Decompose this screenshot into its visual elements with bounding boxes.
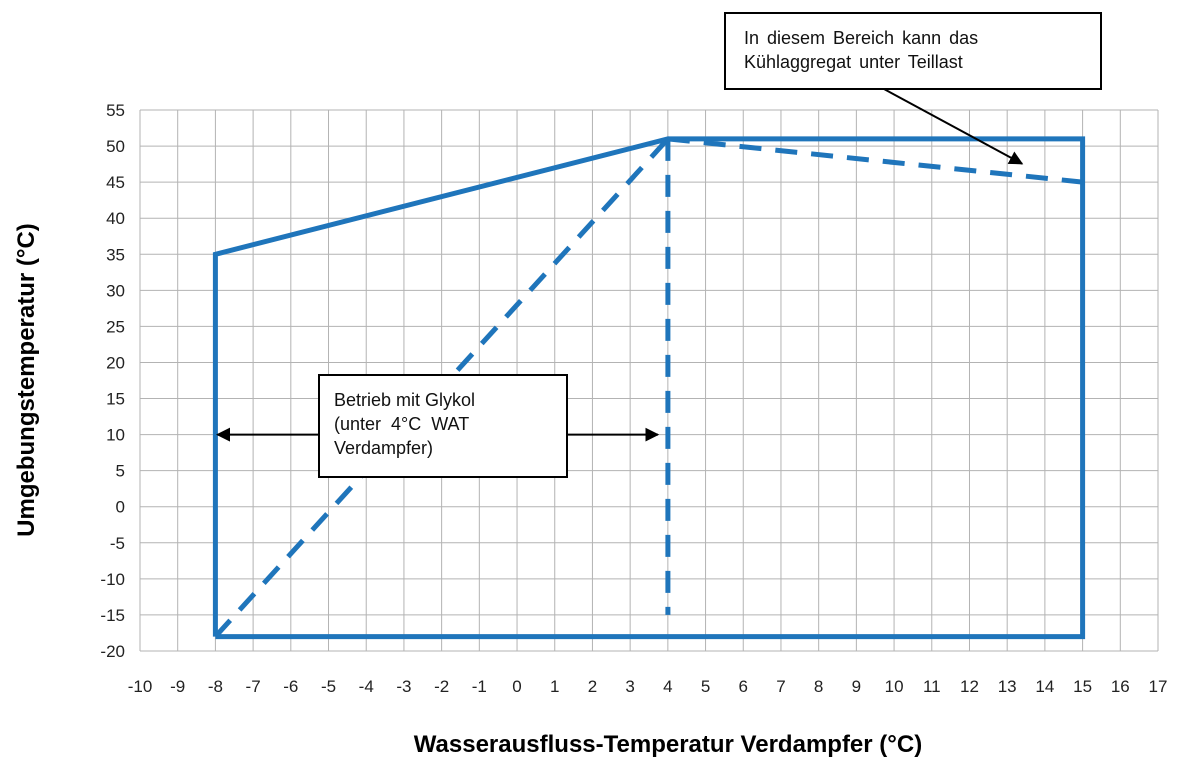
y-tick-label: 30	[106, 281, 125, 300]
annotation-teillast-line-1: In diesem Bereich kann das	[744, 28, 979, 48]
grid	[139, 109, 1159, 652]
x-tick-label: 11	[923, 677, 941, 696]
x-tick-label: -7	[246, 677, 261, 696]
x-tick-label: 15	[1073, 677, 1092, 696]
x-tick-label: 12	[960, 677, 979, 696]
x-tick-label: -8	[208, 677, 223, 696]
y-tick-label: 20	[106, 353, 125, 372]
x-tick-label: 2	[588, 677, 597, 696]
x-tick-label: 9	[852, 677, 861, 696]
y-tick-label: 35	[106, 245, 125, 264]
x-axis-title: Wasserausfluss-Temperatur Verdampfer (°C…	[414, 731, 922, 758]
x-tick-label: -4	[359, 677, 374, 696]
x-tick-label: 0	[512, 677, 521, 696]
x-tick-label: 5	[701, 677, 710, 696]
y-tick-label: 55	[106, 101, 125, 120]
x-tick-label: 7	[776, 677, 785, 696]
y-tick-label: 25	[106, 317, 125, 336]
x-tick-label: -5	[321, 677, 336, 696]
x-tick-label: 10	[885, 677, 904, 696]
x-tick-label: -10	[128, 677, 153, 696]
annotation-glykol: Betrieb mit Glykol (unter 4°C WAT Verdam…	[318, 374, 568, 478]
annotation-glykol-line-2: (unter 4°C WAT	[334, 414, 470, 434]
x-tick-label: 1	[550, 677, 559, 696]
x-tick-label: -2	[434, 677, 449, 696]
annotation-teillast-arrow	[883, 88, 1024, 165]
x-tick-label: 17	[1149, 677, 1168, 696]
x-tick-label: 8	[814, 677, 823, 696]
annotation-arrows	[216, 88, 1024, 442]
annotation-glykol-line-3: Verdampfer)	[334, 438, 434, 458]
x-axis-ticks: -10 -9 -8 -7 -6 -5 -4 -3 -2 -1 0 1 2 3 4 5 6 7 8 9 10 11 12 13 1…	[128, 677, 1168, 696]
y-tick-label: 45	[106, 173, 125, 192]
x-tick-label: 13	[998, 677, 1017, 696]
y-tick-label: 5	[116, 462, 125, 481]
x-tick-label: 3	[625, 677, 634, 696]
annotation-teillast-line-2: Kühlaggregat unter Teillast	[744, 52, 963, 72]
dashed-series-line	[667, 136, 1083, 185]
x-tick-label: -9	[170, 677, 185, 696]
x-tick-label: -3	[396, 677, 411, 696]
y-tick-label: 15	[106, 390, 125, 409]
y-tick-label: -15	[100, 606, 125, 625]
y-tick-label: -10	[100, 570, 125, 589]
x-tick-label: -6	[283, 677, 298, 696]
x-tick-label: 6	[739, 677, 748, 696]
y-tick-label: 10	[106, 426, 125, 445]
y-tick-label: 50	[106, 137, 125, 156]
y-axis-title: Umgebungstemperatur (°C)	[13, 223, 40, 537]
annotation-glykol-line-1: Betrieb mit Glykol	[334, 390, 476, 410]
y-tick-label: -20	[100, 642, 125, 661]
x-tick-label: 4	[663, 677, 672, 696]
x-tick-label: -1	[472, 677, 487, 696]
envelope-line	[212, 136, 1086, 640]
x-tick-label: 14	[1035, 677, 1054, 696]
y-tick-label: 40	[106, 209, 125, 228]
y-tick-label: 0	[116, 498, 125, 517]
y-tick-label: -5	[110, 534, 125, 553]
annotation-teillast: In diesem Bereich kann das Kühlaggregat …	[724, 12, 1102, 90]
x-tick-label: 16	[1111, 677, 1130, 696]
